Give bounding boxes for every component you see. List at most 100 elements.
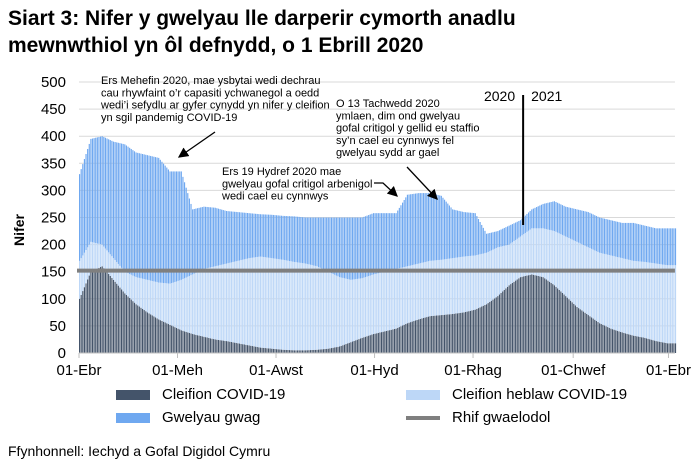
- bar-segment-2: [600, 253, 602, 324]
- bar-segment-2: [271, 258, 273, 349]
- x-tick-label: 01-Ebr: [646, 362, 691, 379]
- bar-segment-1: [469, 310, 471, 353]
- bar-segment-1: [217, 339, 220, 353]
- bar-segment-3: [337, 217, 339, 277]
- bar-segment-2: [510, 243, 512, 285]
- bar-segment-3: [555, 202, 557, 232]
- bar-segment-2: [376, 273, 378, 334]
- bar-segment-2: [319, 267, 321, 350]
- bar-segment-2: [456, 257, 459, 314]
- bar-segment-2: [364, 277, 367, 337]
- bar-segment-3: [171, 171, 173, 284]
- bar-segment-2: [445, 259, 447, 315]
- bar-segment-2: [332, 274, 334, 348]
- bar-segment-1: [295, 350, 297, 353]
- bar-segment-2: [350, 279, 352, 343]
- bar-segment-1: [626, 333, 628, 353]
- bar-segment-2: [660, 264, 662, 343]
- bar-segment-2: [154, 281, 157, 318]
- bar-segment-3: [655, 228, 657, 264]
- bar-segment-3: [300, 217, 302, 263]
- bar-segment-3: [111, 140, 113, 257]
- bar-segment-1: [456, 313, 459, 353]
- bar-segment-2: [82, 255, 84, 292]
- bar-segment-1: [235, 342, 237, 353]
- bar-segment-2: [432, 260, 434, 316]
- bar-segment-1: [343, 344, 346, 353]
- bar-segment-3: [595, 215, 597, 252]
- bar-segment-2: [402, 267, 404, 326]
- bar-segment-2: [597, 251, 599, 323]
- bar-segment-2: [188, 275, 190, 333]
- bar-segment-3: [213, 207, 215, 267]
- bar-segment-1: [374, 333, 376, 353]
- bar-segment-2: [416, 263, 418, 320]
- bar-segment-2: [586, 246, 588, 314]
- y-tick-label: 100: [41, 291, 66, 308]
- bar-segment-2: [440, 259, 442, 316]
- bar-segment-1: [498, 294, 501, 353]
- bar-segment-1: [458, 313, 460, 353]
- bar-segment-1: [253, 346, 255, 353]
- bar-segment-3: [161, 161, 163, 283]
- bar-segment-3: [321, 217, 323, 269]
- bar-segment-2: [624, 258, 627, 334]
- bar-segment-3: [611, 220, 614, 256]
- bar-segment-1: [99, 267, 102, 353]
- bar-segment-3: [87, 148, 89, 248]
- bar-segment-3: [366, 215, 368, 277]
- bar-segment-3: [456, 210, 459, 258]
- bar-segment-1: [558, 289, 560, 353]
- bar-segment-3: [634, 223, 636, 262]
- bar-segment-2: [566, 237, 568, 298]
- bar-segment-1: [461, 312, 463, 353]
- bar-segment-2: [492, 249, 494, 300]
- annotation-1-line: wedi’i sefydlu ar gyfer cynydd yn nifer …: [100, 100, 330, 112]
- bar-segment-3: [479, 221, 481, 255]
- bar-segment-3: [532, 208, 534, 229]
- bar-segment-3: [639, 224, 641, 262]
- bar-segment-2: [237, 260, 239, 344]
- bar-segment-1: [547, 280, 549, 353]
- bar-segment-1: [225, 341, 228, 353]
- bar-segment-3: [332, 217, 334, 275]
- bar-segment-1: [79, 298, 81, 353]
- annotation-arrow-3: [406, 166, 438, 200]
- bar-segment-2: [360, 278, 362, 339]
- bar-segment-1: [647, 338, 649, 353]
- bar-segment-3: [285, 216, 287, 261]
- bar-segment-1: [574, 305, 576, 353]
- bar-segment-2: [424, 262, 426, 318]
- bar-segment-2: [639, 261, 641, 337]
- bar-segment-1: [261, 347, 263, 353]
- bar-segment-3: [632, 222, 635, 261]
- bar-segment-2: [206, 268, 208, 338]
- bar-segment-2: [460, 256, 462, 313]
- bar-segment-2: [568, 238, 570, 300]
- bar-segment-1: [242, 344, 244, 353]
- bar-segment-1: [563, 294, 565, 353]
- bar-segment-1: [196, 335, 199, 353]
- bar-segment-1: [419, 318, 421, 353]
- bar-segment-1: [122, 291, 124, 353]
- bar-segment-2: [248, 258, 250, 346]
- bar-segment-3: [426, 193, 428, 262]
- bar-segment-2: [581, 244, 583, 311]
- bar-segment-3: [164, 165, 166, 284]
- bar-segment-2: [127, 273, 129, 297]
- bar-segment-1: [172, 326, 174, 353]
- bar-segment-2: [663, 264, 665, 343]
- bar-segment-3: [120, 143, 123, 268]
- bar-segment-3: [274, 215, 276, 259]
- bar-segment-1: [339, 346, 341, 353]
- bar-segment-1: [406, 323, 409, 353]
- bar-segment-2: [133, 276, 136, 303]
- bar-segment-2: [292, 261, 294, 351]
- legend-item-covid: Cleifion COVID-19: [116, 386, 285, 403]
- bar-segment-2: [290, 261, 292, 351]
- bar-segment-2: [222, 264, 224, 341]
- bar-segment-1: [610, 328, 612, 353]
- bar-segment-1: [200, 335, 202, 353]
- bar-segment-1: [589, 316, 591, 353]
- bar-segment-2: [167, 283, 169, 325]
